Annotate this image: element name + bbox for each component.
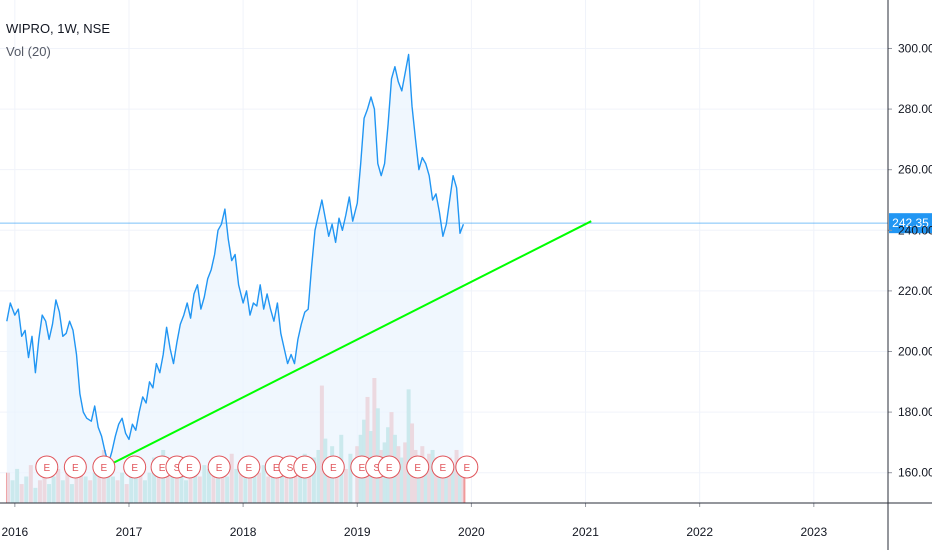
price-area bbox=[6, 53, 465, 503]
event-marker bbox=[455, 455, 479, 479]
x-tick-label: 2023 bbox=[800, 525, 827, 539]
event-marker-label: S bbox=[287, 463, 294, 474]
y-tick-label: 160.00 bbox=[898, 466, 932, 480]
y-tick-label: 180.00 bbox=[898, 405, 932, 419]
y-tick-label: 240.00 bbox=[898, 223, 932, 237]
event-marker bbox=[406, 455, 430, 479]
x-tick-label: 2019 bbox=[344, 525, 371, 539]
x-tick-label: 2021 bbox=[572, 525, 599, 539]
event-marker bbox=[293, 455, 317, 479]
event-marker bbox=[377, 455, 401, 479]
trendline-segment bbox=[111, 220, 592, 465]
x-tick-label: 2022 bbox=[686, 525, 713, 539]
x-tick-label: 2018 bbox=[230, 525, 257, 539]
event-marker bbox=[321, 455, 345, 479]
y-tick-label: 280.00 bbox=[898, 102, 932, 116]
event-marker-label: E bbox=[273, 463, 280, 474]
current-price-value: 242.35 bbox=[892, 216, 929, 230]
event-marker-label: E bbox=[186, 463, 193, 474]
event-marker bbox=[63, 455, 87, 479]
event-marker-label: E bbox=[101, 463, 108, 474]
current-price-line: 242.35 bbox=[0, 213, 932, 234]
event-marker-label: E bbox=[43, 463, 50, 474]
current-price-tag bbox=[889, 213, 932, 234]
x-tick-label: 2016 bbox=[1, 525, 28, 539]
event-marker-label: E bbox=[386, 463, 393, 474]
price-fill bbox=[6, 54, 464, 503]
y-tick-label: 220.00 bbox=[898, 284, 932, 298]
event-marker-label: E bbox=[440, 463, 447, 474]
y-tick-label: 200.00 bbox=[898, 344, 932, 358]
symbol-title[interactable]: WIPRO, 1W, NSE bbox=[6, 21, 111, 36]
event-marker-label: S bbox=[373, 463, 380, 474]
event-marker bbox=[431, 455, 455, 479]
event-marker-label: E bbox=[301, 463, 308, 474]
event-marker-label: E bbox=[245, 463, 252, 474]
event-marker bbox=[92, 455, 116, 479]
event-marker-label: E bbox=[72, 463, 79, 474]
event-marker-label: E bbox=[131, 463, 138, 474]
event-marker bbox=[237, 455, 261, 479]
event-marker bbox=[35, 455, 59, 479]
chart-legend: WIPRO, 1W, NSE Vol (20) bbox=[6, 22, 110, 58]
event-marker-label: E bbox=[159, 463, 166, 474]
trendline[interactable] bbox=[111, 220, 592, 465]
event-marker-label: E bbox=[414, 463, 421, 474]
x-tick-label: 2017 bbox=[116, 525, 143, 539]
event-marker bbox=[177, 455, 201, 479]
event-marker-label: E bbox=[463, 463, 470, 474]
y-tick-label: 260.00 bbox=[898, 163, 932, 177]
volume-bar bbox=[461, 476, 466, 503]
event-marker-label: E bbox=[330, 463, 337, 474]
event-marker bbox=[123, 455, 147, 479]
event-marker-label: E bbox=[358, 463, 365, 474]
x-tick-label: 2020 bbox=[458, 525, 485, 539]
event-marker-label: S bbox=[174, 463, 181, 474]
y-tick-label: 300.00 bbox=[898, 41, 932, 55]
price-line bbox=[6, 53, 465, 465]
event-marker-label: E bbox=[216, 463, 223, 474]
event-marker bbox=[207, 455, 231, 479]
volume-indicator-label[interactable]: Vol (20) bbox=[6, 44, 51, 59]
